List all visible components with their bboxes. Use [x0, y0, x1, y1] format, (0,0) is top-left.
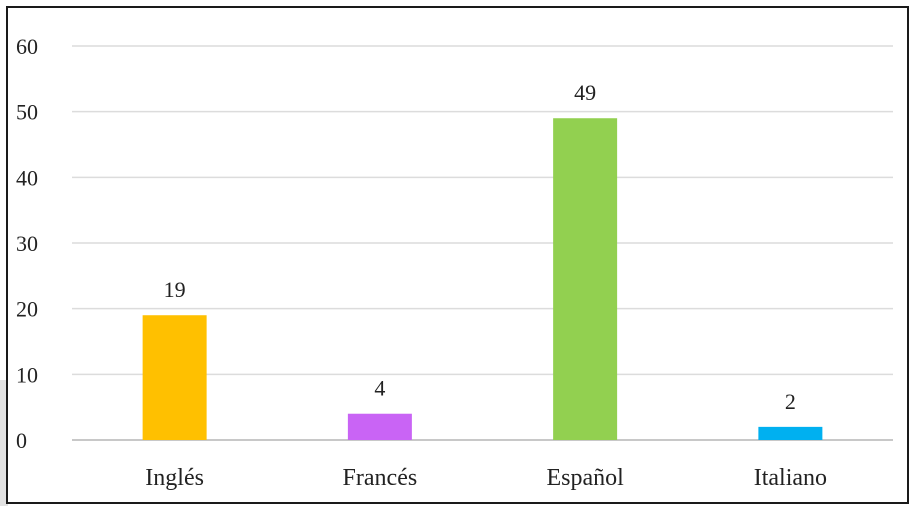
data-label-francés: 4: [374, 376, 385, 401]
y-tick-label: 10: [16, 362, 38, 387]
category-label-español: Español: [546, 465, 624, 491]
bar-español: [553, 118, 618, 440]
data-labels: 19 4 49 2: [164, 80, 796, 414]
y-tick-label: 20: [16, 297, 38, 322]
y-axis-ticks: 0 10 20 30 40 50 60: [16, 34, 38, 453]
bars: [142, 118, 823, 440]
y-tick-label: 60: [16, 34, 38, 59]
category-label-francés: Francés: [343, 465, 418, 491]
y-tick-label: 40: [16, 165, 38, 190]
data-label-español: 49: [574, 80, 596, 105]
y-tick-label: 50: [16, 100, 38, 125]
y-tick-label: 0: [16, 428, 27, 453]
bar-inglés: [142, 315, 207, 440]
bar-francés: [347, 413, 412, 440]
gridlines: [72, 45, 893, 441]
category-label-italiano: Italiano: [754, 465, 827, 491]
corner-shade: [0, 380, 8, 506]
y-tick-label: 30: [16, 231, 38, 256]
x-axis-categories: Inglés Francés Español Italiano: [145, 465, 827, 491]
category-label-inglés: Inglés: [145, 465, 204, 491]
bar-italiano: [758, 426, 823, 440]
data-label-italiano: 2: [785, 389, 796, 414]
data-label-inglés: 19: [164, 277, 186, 302]
